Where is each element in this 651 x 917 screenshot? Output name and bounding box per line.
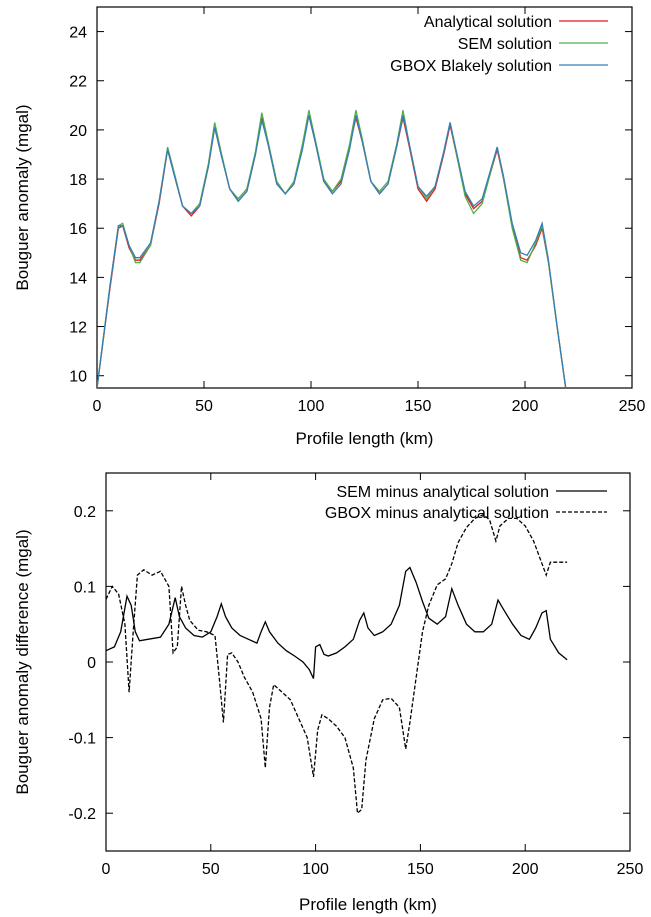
x-tick-label: 200 [512, 398, 539, 415]
y-tick-label: 14 [69, 270, 87, 287]
y-tick-label: 24 [69, 25, 87, 42]
x-tick-label: 150 [405, 398, 432, 415]
y-tick-label: -0.2 [68, 806, 96, 823]
series-line-3 [97, 115, 567, 388]
plot-frame-1 [96, 6, 633, 389]
x-tick-label: 0 [102, 861, 111, 878]
y-tick-label: 16 [69, 221, 87, 238]
x-tick-label: 50 [202, 861, 220, 878]
series-line-2 [106, 513, 568, 815]
legend-label: SEM minus analytical solution [336, 484, 549, 501]
y-tick-label: 0.2 [74, 504, 96, 521]
y-tick-label: 12 [69, 320, 87, 337]
y-tick-label: 20 [69, 123, 87, 140]
x-tick-label: 100 [298, 398, 325, 415]
x-tick-label: 250 [619, 398, 646, 415]
y-tick-label: -0.1 [68, 731, 96, 748]
y-axis-label: Bouguer anomaly difference (mgal) [13, 529, 32, 794]
x-tick-label: 150 [407, 861, 434, 878]
x-tick-label: 200 [512, 861, 539, 878]
x-axis-label: Profile length (km) [299, 895, 437, 914]
y-tick-label: 10 [69, 369, 87, 386]
x-tick-label: 100 [302, 861, 329, 878]
x-tick-label: 0 [93, 398, 102, 415]
y-tick-label: 18 [69, 172, 87, 189]
plot-frame-2 [105, 472, 631, 852]
y-tick-label: 0.1 [74, 579, 96, 596]
legend-label: Analytical solution [424, 14, 552, 31]
x-axis-label: Profile length (km) [296, 429, 434, 448]
x-tick-label: 250 [617, 861, 644, 878]
legend-label: GBOX minus analytical solution [325, 505, 549, 522]
x-tick-label: 50 [195, 398, 213, 415]
y-axis-label: Bouguer anomaly (mgal) [13, 104, 32, 290]
legend-label: SEM solution [458, 36, 552, 53]
series-line-1 [106, 566, 568, 679]
y-tick-label: 0 [87, 655, 96, 672]
legend-label: GBOX Blakely solution [390, 58, 552, 75]
y-tick-label: 22 [69, 74, 87, 91]
